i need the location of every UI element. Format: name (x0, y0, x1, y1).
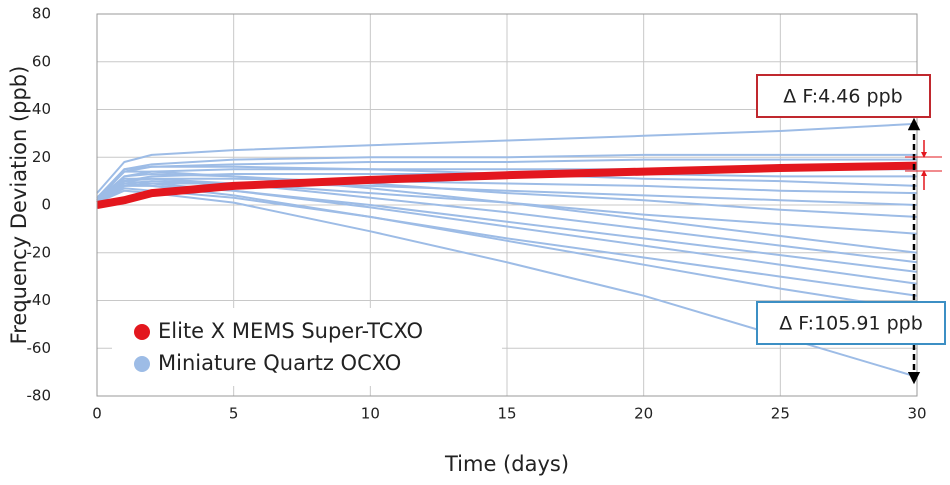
annotation: Δ F:4.46 ppb (783, 86, 902, 108)
legend-marker (134, 356, 150, 372)
y-tick-label: 80 (32, 5, 51, 23)
legend: Elite X MEMS Super-TCXO Miniature Quartz … (134, 319, 423, 375)
annotation-box (756, 301, 946, 345)
lines (96, 122, 918, 378)
series-line (96, 177, 918, 264)
x-tick-label: 25 (771, 405, 790, 423)
series-line (96, 189, 918, 378)
x-tick-label: 10 (361, 405, 380, 423)
series-line (96, 184, 918, 273)
legend-label: Elite X MEMS Super-TCXO (158, 319, 423, 343)
x-tick-label: 15 (497, 405, 516, 423)
legend-label: Miniature Quartz OCXO (158, 351, 401, 375)
y-tick-label: -40 (27, 291, 52, 309)
series-line (96, 180, 918, 285)
series-line (96, 158, 917, 201)
legend-marker (134, 324, 150, 340)
series-line (96, 165, 918, 201)
y-tick-label: -80 (27, 387, 52, 405)
legend-box (112, 308, 502, 386)
y-tick-label: -60 (27, 339, 52, 357)
y-axis-title: Frequency Deviation (ppb) (7, 66, 31, 345)
y-tick-label: 60 (32, 52, 51, 70)
series-line (96, 170, 918, 254)
series-line (96, 182, 918, 312)
x-axis-title: Time (days) (444, 452, 569, 476)
x-tick-label: 5 (229, 405, 239, 423)
annotation-box (756, 74, 931, 118)
y-tick-label: 40 (32, 100, 51, 118)
y-tick-label: -20 (27, 243, 52, 261)
x-tick-label: 0 (92, 405, 102, 423)
x-tick-label: 20 (634, 405, 653, 423)
series-line (96, 122, 918, 194)
y-tick-label: 20 (32, 148, 51, 166)
annotation: Δ F:105.91 ppb (779, 313, 923, 335)
series-line-highlight (96, 161, 918, 209)
y-tick-label: 0 (41, 196, 51, 214)
x-tick-label: 30 (907, 405, 926, 423)
